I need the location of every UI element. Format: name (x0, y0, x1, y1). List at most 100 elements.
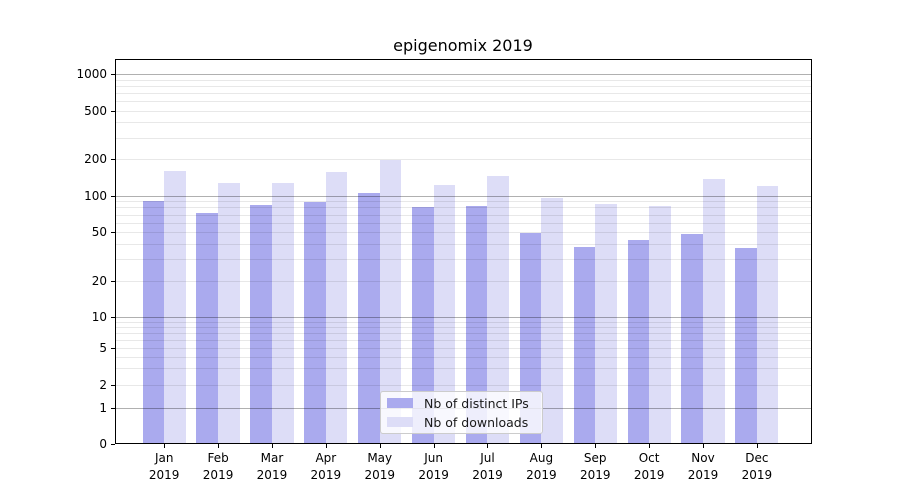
bar-distinct-ips-dec (735, 248, 757, 444)
x-tick-mark (433, 444, 435, 448)
y-tick-mark (111, 232, 115, 234)
bar-downloads-feb (218, 183, 240, 444)
y-tick-label: 100 (84, 188, 107, 203)
gridline-major (116, 195, 811, 197)
gridline-minor (116, 348, 811, 350)
y-tick-label: 5 (99, 341, 107, 356)
y-tick-mark (111, 195, 115, 197)
x-tick-label: Jun 2019 (418, 451, 449, 482)
y-tick-mark (111, 317, 115, 319)
x-tick-mark (595, 444, 597, 448)
axis-spine-left (115, 59, 116, 444)
x-tick-label: Nov 2019 (687, 451, 719, 482)
bar-downloads-nov (703, 179, 725, 444)
bar-downloads-oct (649, 206, 671, 444)
gridline-minor (116, 207, 811, 209)
gridline-minor (116, 280, 811, 282)
gridline-minor (116, 159, 811, 161)
legend-swatch-distinct-ips-icon (387, 398, 413, 408)
y-tick-label: 0 (99, 436, 107, 451)
x-tick-label: Dec 2019 (741, 451, 773, 482)
gridline-minor (116, 244, 811, 246)
gridline-minor (116, 222, 811, 224)
x-tick-mark (541, 444, 543, 448)
x-tick-mark (649, 444, 651, 448)
x-tick-mark (164, 444, 166, 448)
gridline-minor (116, 79, 811, 81)
y-tick-label: 200 (84, 152, 107, 167)
legend-item-downloads: Nb of downloads (387, 415, 534, 430)
y-tick-mark (111, 110, 115, 112)
bar-downloads-jul (487, 175, 510, 444)
gridline-minor (116, 122, 811, 124)
bar-distinct-ips-jun (412, 207, 434, 444)
axis-spine-top (115, 59, 812, 60)
gridline-major (116, 317, 811, 319)
chart-title: epigenomix 2019 (393, 36, 533, 55)
bar-distinct-ips-feb (196, 213, 219, 444)
legend-label-distinct-ips: Nb of distinct IPs (424, 395, 529, 411)
x-tick-label: Sep 2019 (579, 451, 611, 482)
y-tick-label: 1000 (76, 67, 107, 81)
legend: Nb of distinct IPs Nb of downloads (380, 391, 543, 434)
x-tick-mark (703, 444, 704, 448)
x-tick-mark (218, 444, 220, 448)
gridline-minor (116, 340, 811, 342)
x-tick-label: Jul 2019 (472, 451, 503, 482)
gridline-major (116, 74, 811, 75)
gridline-minor (116, 321, 811, 323)
axis-spine-right (811, 59, 812, 444)
bar-distinct-ips-may (358, 193, 380, 444)
y-tick-label: 1 (99, 400, 107, 415)
axis-spine-bottom (115, 443, 812, 444)
bar-distinct-ips-sep (573, 246, 596, 444)
y-tick-mark (111, 384, 115, 386)
bar-distinct-ips-oct (627, 240, 650, 444)
x-tick-label: Feb 2019 (202, 451, 234, 482)
gridline-minor (116, 137, 811, 139)
bar-downloads-dec (756, 185, 779, 444)
bar-downloads-jan (164, 170, 186, 444)
gridline-minor (116, 259, 811, 261)
y-tick-label: 500 (84, 103, 107, 118)
y-tick-label: 20 (91, 273, 107, 288)
gridline-minor (116, 214, 811, 216)
gridline-minor (116, 85, 811, 87)
x-tick-label: Apr 2019 (310, 451, 342, 482)
x-tick-label: Jan 2019 (148, 451, 180, 482)
gridline-minor (116, 100, 811, 102)
gridline-minor (116, 110, 811, 112)
bar-downloads-may (379, 160, 402, 444)
legend-label-downloads: Nb of downloads (424, 414, 529, 430)
y-tick-label: 10 (91, 310, 107, 325)
y-tick-mark (111, 443, 115, 445)
x-tick-label: May 2019 (364, 451, 395, 482)
gridline-minor (116, 232, 811, 234)
y-tick-mark (111, 348, 115, 350)
x-tick-mark (325, 444, 327, 448)
x-tick-label: Mar 2019 (256, 451, 288, 482)
bar-downloads-apr (325, 171, 348, 444)
gridline-minor (116, 92, 811, 94)
legend-swatch-downloads-icon (387, 417, 413, 427)
y-tick-mark (111, 407, 115, 409)
bar-distinct-ips-nov (681, 234, 703, 444)
x-tick-mark (379, 444, 381, 448)
gridline-minor (116, 327, 811, 328)
y-tick-mark (111, 280, 115, 282)
gridline-minor (116, 357, 811, 359)
y-tick-mark (111, 74, 115, 75)
y-tick-label: 50 (91, 225, 107, 240)
bar-distinct-ips-jul (465, 206, 488, 444)
legend-item-distinct-ips: Nb of distinct IPs (387, 396, 534, 411)
bar-downloads-mar (271, 182, 294, 444)
bar-downloads-sep (595, 203, 617, 444)
bar-distinct-ips-apr (304, 202, 326, 444)
x-tick-mark (271, 444, 273, 448)
bar-distinct-ips-jan (142, 201, 165, 444)
bar-distinct-ips-aug (519, 233, 542, 444)
x-tick-label: Oct 2019 (633, 451, 665, 482)
y-tick-mark (111, 159, 115, 161)
gridline-minor (116, 368, 811, 370)
